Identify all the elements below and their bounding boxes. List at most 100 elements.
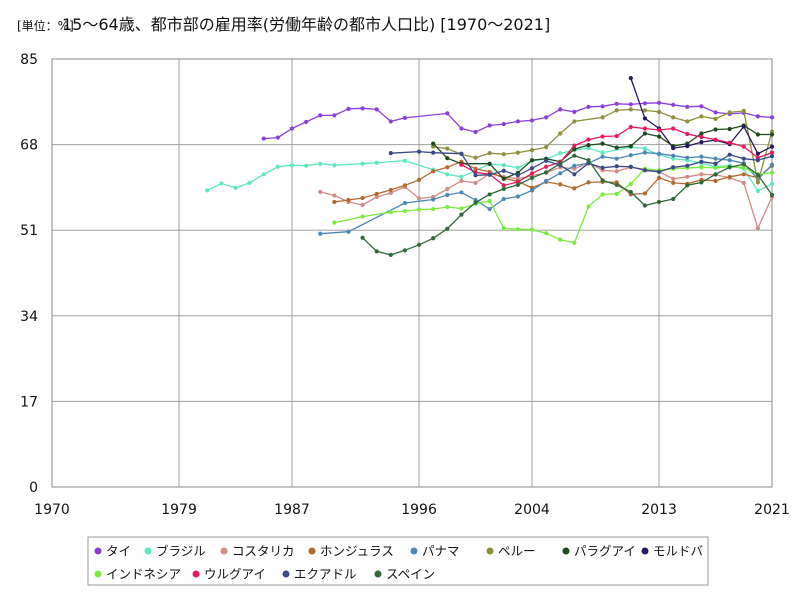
data-point	[402, 115, 408, 121]
data-point	[600, 192, 605, 197]
data-point	[586, 143, 591, 148]
data-point	[445, 186, 450, 192]
data-point	[445, 156, 450, 161]
data-point	[360, 235, 365, 240]
data-point	[445, 172, 450, 177]
data-point	[346, 229, 351, 234]
legend-marker	[192, 570, 200, 578]
y-tick-label: 34	[20, 309, 38, 325]
x-tick-label: 1987	[274, 502, 310, 518]
data-point	[459, 206, 464, 211]
data-point	[501, 186, 506, 192]
data-point	[642, 203, 648, 208]
data-point	[699, 139, 704, 145]
legend-label: パラグアイ	[574, 544, 636, 559]
data-point	[544, 145, 549, 150]
data-point	[699, 159, 704, 164]
data-point	[628, 144, 633, 149]
data-point	[727, 165, 732, 170]
data-point	[572, 109, 577, 114]
data-point	[713, 161, 718, 166]
data-point	[416, 177, 422, 182]
data-point	[431, 141, 436, 146]
data-point	[544, 170, 549, 175]
data-point	[755, 188, 760, 194]
data-point	[289, 163, 295, 168]
data-point	[515, 179, 520, 184]
data-point	[656, 134, 662, 139]
data-point	[614, 133, 619, 139]
data-point	[374, 194, 379, 200]
series-layer	[205, 76, 775, 257]
plot-frame	[51, 58, 773, 488]
data-point	[558, 237, 563, 242]
data-point	[642, 126, 648, 131]
data-point	[402, 183, 408, 188]
data-point	[445, 204, 450, 210]
data-point	[586, 204, 591, 209]
data-point	[572, 119, 577, 124]
data-point	[628, 164, 633, 169]
y-tick-label: 17	[20, 394, 38, 410]
data-point	[515, 194, 520, 199]
data-point	[713, 110, 718, 115]
series-line	[334, 160, 773, 203]
data-point	[755, 226, 760, 231]
data-point	[487, 151, 492, 156]
data-point	[614, 156, 619, 161]
data-point	[741, 156, 746, 161]
legend-marker	[94, 570, 102, 578]
data-point	[360, 214, 365, 219]
data-point	[459, 151, 464, 156]
legend-label: インドネシア	[106, 567, 181, 582]
data-point	[515, 227, 520, 232]
data-point	[529, 175, 535, 180]
data-point	[529, 188, 535, 193]
data-point	[487, 198, 492, 204]
data-point	[741, 165, 746, 170]
data-point	[685, 104, 690, 109]
data-point	[388, 190, 393, 196]
data-point	[572, 163, 577, 168]
legend-label: ブラジル	[156, 544, 206, 559]
series-group	[431, 123, 775, 181]
data-point	[727, 158, 732, 163]
data-point	[459, 190, 464, 195]
legend-label: モルドバ	[653, 544, 703, 559]
data-point	[487, 161, 492, 166]
legend-marker	[94, 547, 102, 555]
data-point	[685, 174, 690, 179]
data-point	[671, 165, 676, 170]
data-point	[628, 102, 633, 107]
data-point	[642, 150, 648, 155]
data-point	[685, 131, 690, 137]
data-point	[685, 163, 690, 168]
data-point	[529, 118, 535, 123]
data-point	[304, 163, 309, 168]
y-tick-label: 0	[29, 480, 38, 496]
data-point	[713, 178, 718, 183]
data-point	[332, 220, 337, 225]
data-point	[247, 180, 252, 185]
data-point	[459, 174, 464, 179]
data-point	[275, 135, 280, 140]
legend-label: ペルー	[498, 544, 536, 559]
series-line	[320, 152, 773, 235]
series-line	[334, 166, 773, 244]
x-tick-label: 2004	[514, 502, 550, 518]
data-point	[544, 115, 549, 120]
data-point	[614, 182, 619, 187]
data-point	[501, 121, 506, 127]
data-point	[360, 202, 365, 208]
y-tick-label: 51	[20, 223, 38, 239]
data-point	[699, 104, 704, 109]
data-point	[473, 173, 478, 178]
legend-marker	[486, 547, 494, 555]
data-point	[769, 154, 775, 159]
data-point	[741, 162, 746, 167]
data-point	[515, 119, 520, 124]
legend-marker	[410, 547, 418, 555]
data-point	[544, 164, 549, 169]
data-point	[642, 101, 648, 106]
